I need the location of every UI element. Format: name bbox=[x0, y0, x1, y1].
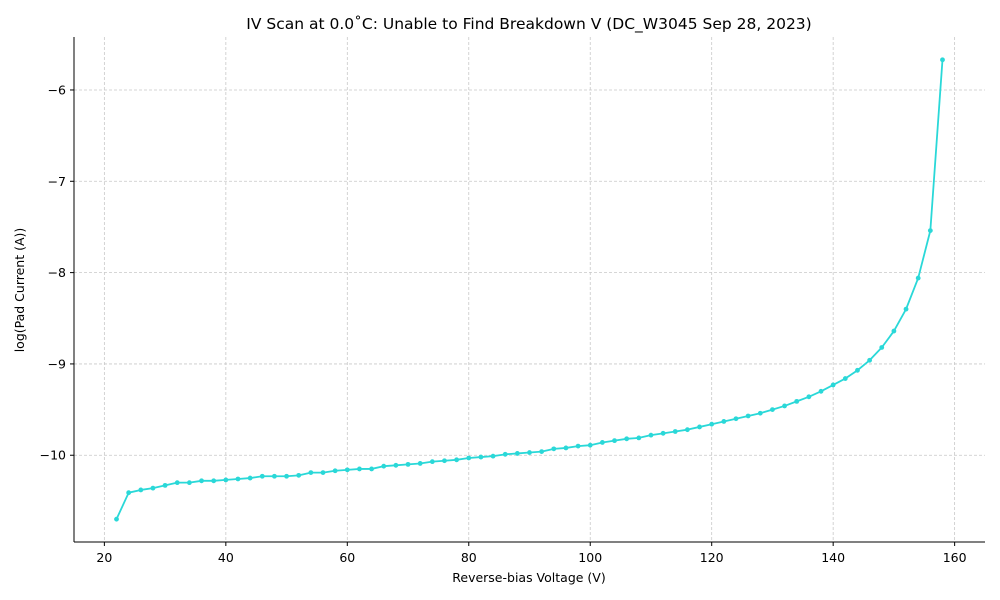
data-point-2 bbox=[138, 487, 144, 493]
data-series bbox=[114, 57, 945, 522]
data-point-50 bbox=[721, 419, 727, 424]
data-point-29 bbox=[466, 455, 472, 461]
x-tick-label-7: 160 bbox=[943, 550, 967, 565]
axis-ticks: 20 40 60 80 100 120 140 160 −10 −9 −8 −7 −6 bbox=[40, 82, 967, 565]
data-point-12 bbox=[259, 473, 265, 479]
data-point-37 bbox=[563, 445, 569, 451]
data-point-48 bbox=[697, 424, 702, 430]
data-point-23 bbox=[393, 462, 399, 468]
data-point-20 bbox=[357, 466, 362, 472]
data-point-58 bbox=[818, 388, 824, 394]
data-point-0 bbox=[114, 516, 119, 522]
data-point-21 bbox=[369, 466, 374, 472]
data-point-10 bbox=[235, 476, 241, 482]
data-point-45 bbox=[660, 430, 666, 436]
data-point-17 bbox=[320, 470, 326, 475]
data-point-54 bbox=[770, 407, 775, 412]
data-point-67 bbox=[927, 228, 933, 234]
x-tick-label-3: 80 bbox=[461, 550, 477, 565]
data-point-57 bbox=[806, 394, 812, 400]
chart-title: IV Scan at 0.0˚C: Unable to Find Breakdo… bbox=[246, 15, 811, 34]
data-point-6 bbox=[186, 480, 192, 486]
data-point-60 bbox=[842, 376, 848, 381]
grid-lines bbox=[74, 37, 985, 542]
data-point-36 bbox=[551, 446, 557, 452]
x-axis-label: Reverse-bias Voltage (V) bbox=[452, 570, 605, 585]
data-point-38 bbox=[575, 443, 581, 449]
data-point-5 bbox=[174, 480, 180, 486]
data-point-43 bbox=[636, 435, 642, 441]
data-point-34 bbox=[527, 450, 532, 455]
data-point-4 bbox=[162, 482, 168, 488]
data-point-22 bbox=[381, 463, 387, 469]
data-point-8 bbox=[211, 478, 217, 484]
data-point-46 bbox=[672, 429, 678, 434]
data-point-49 bbox=[709, 421, 715, 427]
x-tick-label-4: 100 bbox=[578, 550, 602, 565]
data-point-44 bbox=[648, 432, 654, 438]
data-point-3 bbox=[150, 485, 156, 491]
data-point-66 bbox=[915, 275, 921, 281]
data-point-51 bbox=[733, 416, 739, 422]
y-tick-label-1: −9 bbox=[48, 356, 66, 371]
data-point-13 bbox=[272, 473, 277, 479]
x-tick-label-2: 60 bbox=[339, 550, 355, 565]
data-point-28 bbox=[454, 457, 460, 463]
data-point-47 bbox=[685, 427, 690, 433]
y-tick-label-3: −7 bbox=[48, 174, 66, 189]
data-point-41 bbox=[612, 438, 617, 444]
data-point-40 bbox=[599, 440, 605, 445]
data-point-19 bbox=[344, 467, 350, 473]
data-point-18 bbox=[332, 468, 338, 474]
data-point-35 bbox=[539, 449, 545, 454]
y-tick-label-2: −8 bbox=[48, 265, 66, 280]
x-tick-label-1: 40 bbox=[218, 550, 234, 565]
data-point-64 bbox=[891, 328, 897, 334]
data-point-31 bbox=[490, 453, 496, 459]
data-point-68 bbox=[940, 57, 945, 63]
data-point-59 bbox=[830, 382, 836, 388]
data-point-30 bbox=[478, 454, 484, 460]
data-point-61 bbox=[855, 367, 860, 373]
data-point-52 bbox=[745, 413, 751, 419]
data-point-27 bbox=[442, 458, 447, 464]
y-tick-label-4: −6 bbox=[48, 82, 66, 97]
data-point-15 bbox=[296, 472, 302, 478]
data-point-32 bbox=[502, 451, 508, 457]
x-tick-label-5: 120 bbox=[700, 550, 724, 565]
data-point-65 bbox=[903, 306, 909, 312]
data-point-1 bbox=[126, 490, 132, 496]
data-point-7 bbox=[199, 478, 204, 484]
data-point-33 bbox=[514, 451, 520, 456]
data-point-9 bbox=[223, 477, 229, 483]
x-tick-label-0: 20 bbox=[96, 550, 112, 565]
data-point-56 bbox=[794, 398, 800, 404]
data-point-53 bbox=[757, 410, 763, 416]
data-point-39 bbox=[587, 442, 593, 448]
y-tick-label-0: −10 bbox=[40, 448, 66, 463]
data-point-42 bbox=[624, 436, 630, 442]
data-point-11 bbox=[247, 475, 253, 481]
data-point-63 bbox=[879, 345, 885, 350]
data-point-24 bbox=[405, 461, 411, 467]
data-point-62 bbox=[867, 357, 873, 363]
axes-spines bbox=[73, 37, 985, 543]
data-point-25 bbox=[417, 461, 423, 466]
y-axis-label: log(Pad Current (A)) bbox=[12, 228, 27, 353]
data-point-16 bbox=[308, 470, 314, 475]
x-tick-label-6: 140 bbox=[821, 550, 845, 565]
data-point-14 bbox=[284, 473, 289, 479]
data-point-55 bbox=[782, 403, 787, 409]
data-point-26 bbox=[429, 459, 435, 465]
